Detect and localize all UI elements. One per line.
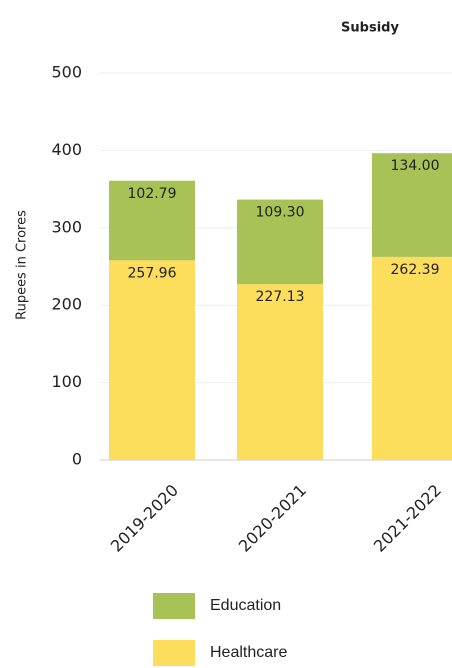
bar-segment — [109, 180, 195, 261]
x-tick-label: 2021-2022 — [370, 481, 445, 556]
legend-swatch — [153, 593, 195, 619]
legend-label: Healthcare — [210, 644, 287, 661]
x-tick-label: 2020-2021 — [235, 481, 310, 556]
legend-swatch — [153, 640, 195, 666]
bar-segment — [237, 284, 323, 460]
y-tick-label: 100 — [51, 372, 82, 391]
y-tick-label: 400 — [51, 140, 82, 159]
bar-segment — [372, 153, 452, 257]
x-tick-label: 2019-2020 — [107, 481, 182, 556]
y-tick-label: 300 — [51, 217, 82, 236]
y-tick-label: 0 — [72, 450, 82, 469]
legend-label: Education — [210, 597, 281, 614]
data-label: 262.39 — [391, 262, 440, 278]
data-label: 102.79 — [128, 186, 177, 202]
data-label: 134.00 — [391, 158, 440, 174]
data-label: 227.13 — [256, 289, 305, 305]
bar-segment — [372, 256, 452, 460]
y-tick-label: 200 — [51, 295, 82, 314]
data-label: 109.30 — [256, 205, 305, 221]
data-label: 257.96 — [128, 265, 177, 281]
y-axis-label: Rupees in Crores — [15, 210, 30, 320]
chart-title: Subsidy — [341, 21, 399, 36]
bar-segment — [109, 260, 195, 460]
bar-segment — [237, 199, 323, 285]
y-tick-label: 500 — [51, 63, 82, 82]
